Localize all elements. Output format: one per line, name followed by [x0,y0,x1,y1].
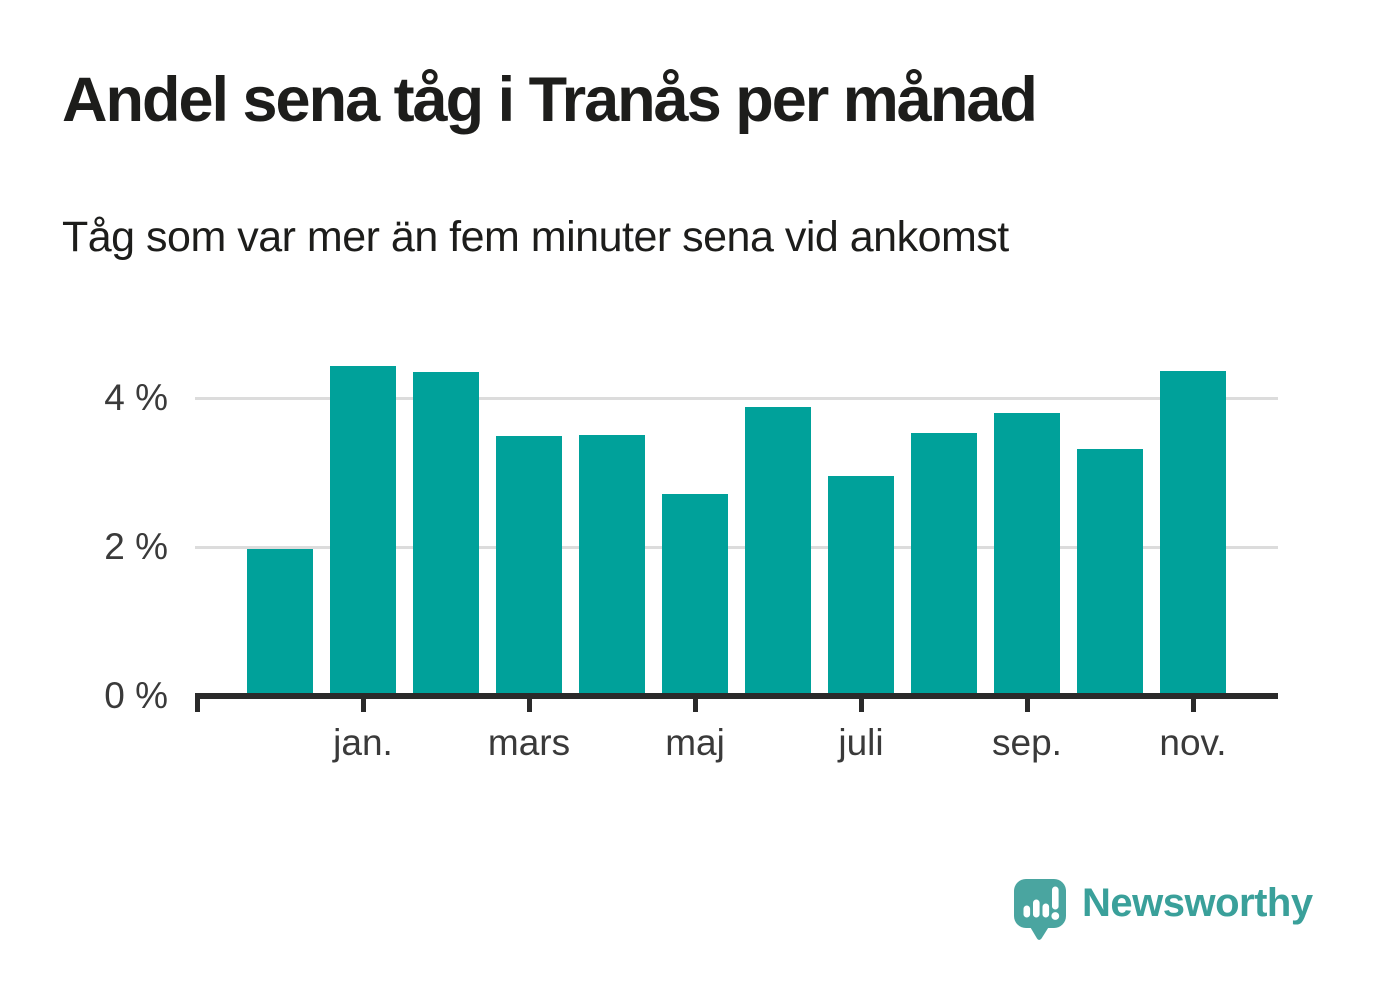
x-axis-tick [1190,699,1196,712]
x-axis-tick-label: juli [838,722,884,763]
x-axis-tick-label: maj [665,722,725,763]
x-axis-tick [194,699,200,712]
bar [828,475,894,696]
logo-text: Newsworthy [1082,881,1313,925]
gridline [195,545,1278,549]
bar [662,494,728,696]
y-axis-tick-label: 0 % [104,675,168,716]
chart-title: Andel sena tåg i Tranås per månad [62,65,1038,135]
x-axis-tick [858,699,864,712]
newsworthy-speech-bubble-bar-chart-icon [1014,879,1066,940]
x-axis-tick-label: mars [487,722,571,763]
x-axis-tick [526,699,532,712]
bar [496,436,562,696]
x-axis-tick [1024,699,1030,712]
x-axis-tick-label: jan. [333,722,393,763]
bar [330,366,396,696]
bar [413,371,479,696]
chart-subtitle: Tåg som var mer än fem minuter sena vid … [62,213,1009,261]
y-axis-tick-label: 4 % [104,377,168,419]
y-axis-tick-label: 2 % [104,526,168,568]
bar [579,434,645,696]
x-axis-tick [360,699,366,712]
bar [911,432,977,696]
bar [1160,370,1226,696]
bar [994,413,1060,696]
bar [1077,448,1143,696]
newsworthy-logo: Newsworthy [1014,879,1313,942]
x-axis-tick-label: nov. [1159,722,1227,763]
bar [745,406,811,696]
axis-baseline [195,693,1278,699]
bar [247,548,313,696]
x-axis-tick [692,699,698,712]
gridline [195,396,1278,400]
x-axis-tick-label: sep. [992,722,1062,763]
